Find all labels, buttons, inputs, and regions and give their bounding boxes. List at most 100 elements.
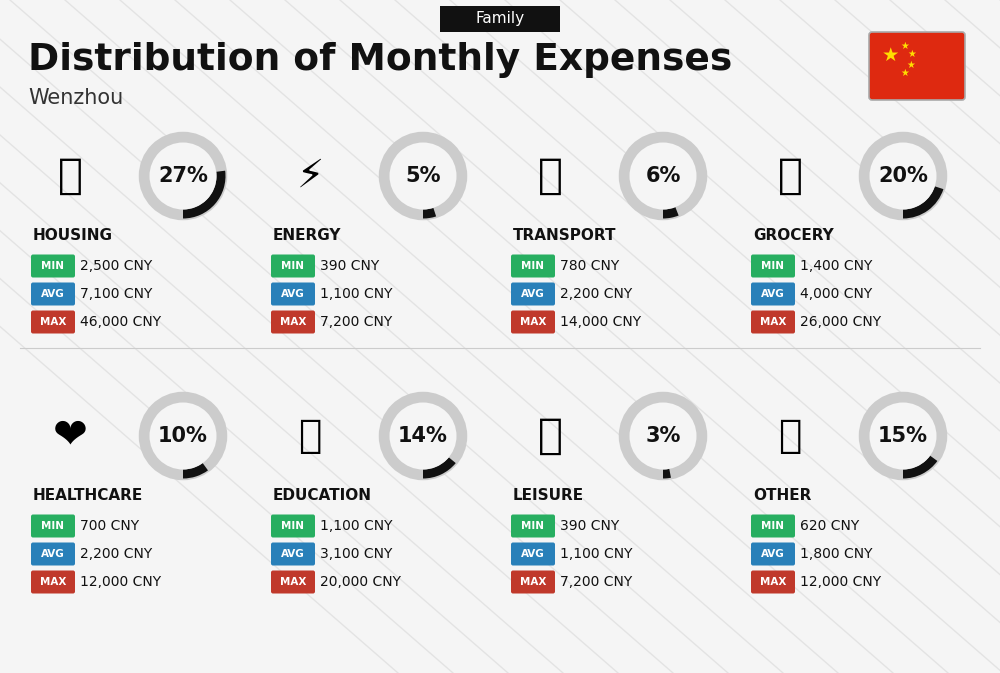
Wedge shape <box>903 456 937 479</box>
FancyBboxPatch shape <box>511 283 555 306</box>
Text: 14,000 CNY: 14,000 CNY <box>560 315 641 329</box>
Text: MAX: MAX <box>760 317 786 327</box>
Text: GROCERY: GROCERY <box>753 229 834 244</box>
Wedge shape <box>423 208 436 219</box>
FancyBboxPatch shape <box>751 310 795 334</box>
Text: ★: ★ <box>881 46 899 65</box>
FancyBboxPatch shape <box>511 514 555 538</box>
Text: 🎓: 🎓 <box>298 417 322 455</box>
Text: AVG: AVG <box>281 289 305 299</box>
Wedge shape <box>423 458 456 479</box>
Text: HEALTHCARE: HEALTHCARE <box>33 489 143 503</box>
Text: 2,500 CNY: 2,500 CNY <box>80 259 152 273</box>
Text: 2,200 CNY: 2,200 CNY <box>560 287 632 301</box>
Text: 14%: 14% <box>398 426 448 446</box>
Circle shape <box>870 402 936 470</box>
Text: AVG: AVG <box>521 549 545 559</box>
Text: AVG: AVG <box>761 549 785 559</box>
FancyBboxPatch shape <box>271 254 315 277</box>
Text: AVG: AVG <box>281 549 305 559</box>
Text: OTHER: OTHER <box>753 489 811 503</box>
Text: 12,000 CNY: 12,000 CNY <box>800 575 881 589</box>
Wedge shape <box>183 171 225 219</box>
Text: MAX: MAX <box>760 577 786 587</box>
Text: 1,100 CNY: 1,100 CNY <box>320 519 392 533</box>
Text: AVG: AVG <box>521 289 545 299</box>
Text: MIN: MIN <box>282 521 304 531</box>
FancyBboxPatch shape <box>511 310 555 334</box>
Text: HOUSING: HOUSING <box>33 229 113 244</box>
FancyBboxPatch shape <box>511 254 555 277</box>
FancyBboxPatch shape <box>271 514 315 538</box>
Text: MAX: MAX <box>280 317 306 327</box>
Text: 1,100 CNY: 1,100 CNY <box>320 287 392 301</box>
Text: 🚌: 🚌 <box>538 155 562 197</box>
Text: 🛒: 🛒 <box>778 155 802 197</box>
Text: ★: ★ <box>908 49 916 59</box>
FancyBboxPatch shape <box>751 254 795 277</box>
Text: MAX: MAX <box>280 577 306 587</box>
Circle shape <box>630 143 696 209</box>
Circle shape <box>390 402 456 470</box>
Text: 7,100 CNY: 7,100 CNY <box>80 287 152 301</box>
Text: ENERGY: ENERGY <box>273 229 342 244</box>
FancyBboxPatch shape <box>271 571 315 594</box>
FancyBboxPatch shape <box>31 514 75 538</box>
Text: 700 CNY: 700 CNY <box>80 519 139 533</box>
Text: 620 CNY: 620 CNY <box>800 519 859 533</box>
Text: ⚡: ⚡ <box>296 157 324 195</box>
Text: 10%: 10% <box>158 426 208 446</box>
FancyBboxPatch shape <box>751 514 795 538</box>
Text: LEISURE: LEISURE <box>513 489 584 503</box>
Text: AVG: AVG <box>41 549 65 559</box>
Circle shape <box>870 143 936 209</box>
Text: AVG: AVG <box>41 289 65 299</box>
Text: 3%: 3% <box>645 426 681 446</box>
Text: 💰: 💰 <box>778 417 802 455</box>
Circle shape <box>150 402 216 470</box>
FancyBboxPatch shape <box>31 571 75 594</box>
FancyBboxPatch shape <box>751 283 795 306</box>
Text: AVG: AVG <box>761 289 785 299</box>
Text: Wenzhou: Wenzhou <box>28 88 123 108</box>
Text: ★: ★ <box>907 60 915 70</box>
Wedge shape <box>183 463 208 479</box>
FancyBboxPatch shape <box>869 32 965 100</box>
Text: 7,200 CNY: 7,200 CNY <box>320 315 392 329</box>
FancyBboxPatch shape <box>751 571 795 594</box>
Wedge shape <box>663 207 679 219</box>
FancyBboxPatch shape <box>751 542 795 565</box>
FancyBboxPatch shape <box>440 6 560 32</box>
Circle shape <box>390 143 456 209</box>
Text: 🏢: 🏢 <box>58 155 82 197</box>
Text: 2,200 CNY: 2,200 CNY <box>80 547 152 561</box>
Circle shape <box>150 143 216 209</box>
Text: MIN: MIN <box>42 261 64 271</box>
Text: TRANSPORT: TRANSPORT <box>513 229 616 244</box>
Text: Family: Family <box>475 11 525 26</box>
Text: 4,000 CNY: 4,000 CNY <box>800 287 872 301</box>
Text: 6%: 6% <box>645 166 681 186</box>
Wedge shape <box>663 469 671 479</box>
FancyBboxPatch shape <box>271 283 315 306</box>
Circle shape <box>630 402 696 470</box>
Text: 15%: 15% <box>878 426 928 446</box>
FancyBboxPatch shape <box>31 254 75 277</box>
Wedge shape <box>903 186 943 219</box>
Text: 🛍: 🛍 <box>538 415 562 457</box>
Text: 1,100 CNY: 1,100 CNY <box>560 547 633 561</box>
FancyBboxPatch shape <box>271 310 315 334</box>
FancyBboxPatch shape <box>271 542 315 565</box>
Text: EDUCATION: EDUCATION <box>273 489 372 503</box>
FancyBboxPatch shape <box>31 310 75 334</box>
Text: MIN: MIN <box>522 261 544 271</box>
Text: MAX: MAX <box>40 317 66 327</box>
FancyBboxPatch shape <box>31 542 75 565</box>
Text: ★: ★ <box>901 41 909 51</box>
Text: 12,000 CNY: 12,000 CNY <box>80 575 161 589</box>
FancyBboxPatch shape <box>511 542 555 565</box>
Text: 27%: 27% <box>158 166 208 186</box>
Text: ❤: ❤ <box>53 415 87 457</box>
Text: MIN: MIN <box>42 521 64 531</box>
Text: 390 CNY: 390 CNY <box>560 519 619 533</box>
